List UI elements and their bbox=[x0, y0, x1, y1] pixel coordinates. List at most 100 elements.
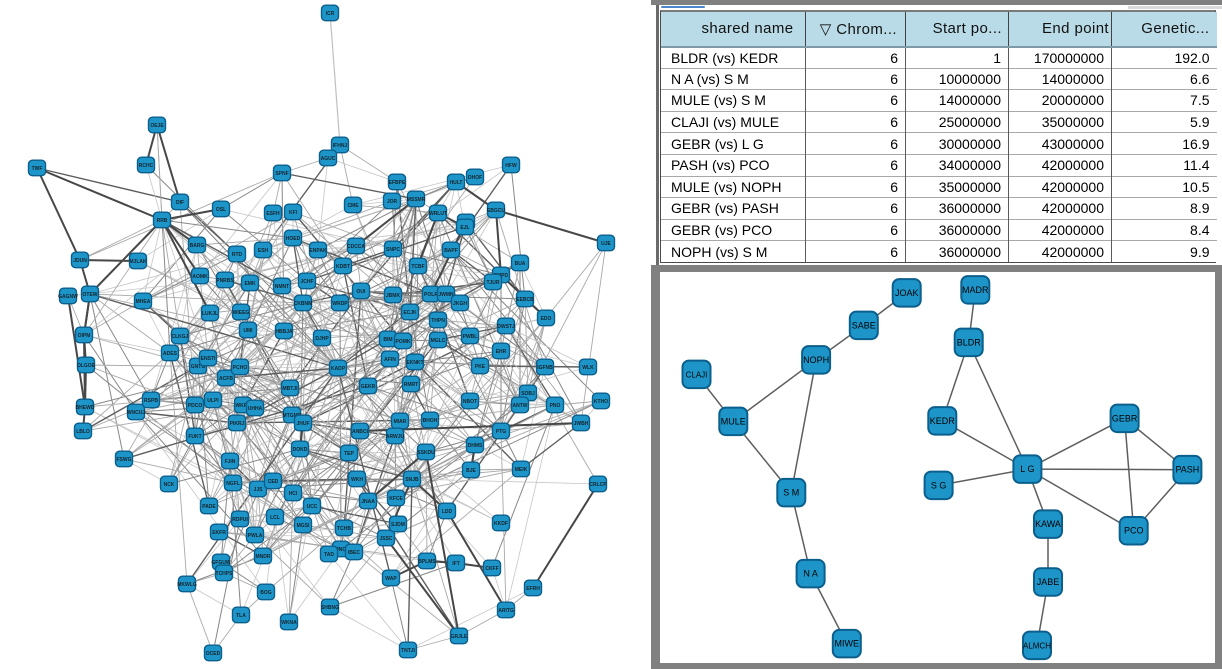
svg-text:KADP: KADP bbox=[331, 366, 346, 372]
svg-text:CKFF: CKFF bbox=[485, 566, 498, 572]
svg-text:TCHB: TCHB bbox=[337, 526, 351, 532]
svg-text:SOBJ: SOBJ bbox=[521, 391, 535, 397]
svg-text:ENSTI: ENSTI bbox=[201, 356, 216, 362]
svg-text:JOR: JOR bbox=[387, 199, 398, 205]
svg-text:MGSI: MGSI bbox=[297, 523, 310, 529]
svg-text:THPN: THPN bbox=[431, 318, 445, 324]
svg-text:LUKJL: LUKJL bbox=[202, 311, 218, 317]
svg-text:OHOF: OHOF bbox=[468, 175, 482, 181]
svg-text:BUA: BUA bbox=[515, 261, 526, 267]
svg-text:KFCE: KFCE bbox=[389, 496, 403, 502]
svg-text:JWBH: JWBH bbox=[574, 421, 589, 427]
svg-text:KAWA: KAWA bbox=[1035, 519, 1061, 529]
svg-text:IFHNJ: IFHNJ bbox=[333, 143, 348, 149]
svg-text:ECJK: ECJK bbox=[403, 310, 417, 316]
svg-text:JHUF: JHUF bbox=[296, 421, 309, 427]
svg-text:TNTJI: TNTJI bbox=[401, 648, 416, 654]
svg-text:PDCO: PDCO bbox=[188, 403, 203, 409]
svg-text:TJUR: TJUR bbox=[486, 280, 499, 286]
svg-text:SSKDU: SSKDU bbox=[417, 450, 435, 456]
svg-text:PCO: PCO bbox=[1124, 526, 1144, 536]
svg-text:KDBT: KDBT bbox=[336, 264, 350, 270]
svg-text:PNO: PNO bbox=[550, 403, 561, 409]
svg-text:IBEC: IBEC bbox=[348, 550, 360, 556]
svg-text:NGFL: NGFL bbox=[226, 481, 240, 487]
svg-text:OEJE: OEJE bbox=[150, 123, 164, 129]
svg-text:MHEA: MHEA bbox=[136, 299, 151, 305]
svg-text:WRLUT: WRLUT bbox=[429, 211, 447, 217]
svg-text:WKH: WKH bbox=[351, 477, 363, 483]
svg-text:RDPUI: RDPUI bbox=[232, 517, 248, 523]
svg-text:CED: CED bbox=[268, 479, 279, 485]
svg-text:JWMN: JWMN bbox=[438, 292, 454, 298]
svg-text:SHBNG: SHBNG bbox=[321, 605, 339, 611]
svg-text:HCI: HCI bbox=[289, 491, 298, 497]
svg-text:EKFR: EKFR bbox=[212, 530, 226, 536]
svg-text:UMI: UMI bbox=[243, 328, 253, 334]
svg-text:EMK: EMK bbox=[244, 281, 256, 287]
svg-text:GNTG: GNTG bbox=[191, 364, 206, 370]
svg-text:CDCCA: CDCCA bbox=[347, 244, 365, 250]
svg-text:DIF: DIF bbox=[176, 200, 184, 206]
svg-text:BPLMS: BPLMS bbox=[418, 559, 436, 565]
svg-text:CRLCP: CRLCP bbox=[589, 482, 607, 488]
svg-text:HOED: HOED bbox=[286, 236, 301, 242]
svg-text:ANTW: ANTW bbox=[513, 403, 528, 409]
svg-text:N A: N A bbox=[803, 569, 818, 579]
svg-text:MEIK: MEIK bbox=[515, 467, 528, 473]
svg-text:MKWLG: MKWLG bbox=[177, 582, 197, 588]
svg-text:NBOT: NBOT bbox=[463, 399, 477, 405]
svg-text:GAGNW: GAGNW bbox=[58, 294, 78, 300]
svg-text:JDUN: JDUN bbox=[73, 258, 87, 264]
svg-text:EHR: EHR bbox=[496, 349, 507, 355]
svg-text:JJS: JJS bbox=[254, 487, 264, 493]
svg-text:IGFNB: IGFNB bbox=[537, 365, 553, 371]
svg-text:CLAJI: CLAJI bbox=[686, 370, 708, 379]
svg-text:ALMCH: ALMCH bbox=[1023, 641, 1051, 650]
svg-text:WKNA: WKNA bbox=[281, 620, 297, 626]
svg-text:JOAK: JOAK bbox=[895, 288, 919, 298]
svg-text:ENPAK: ENPAK bbox=[309, 248, 327, 254]
svg-text:MSSMR: MSSMR bbox=[407, 197, 426, 203]
svg-text:OIPM: OIPM bbox=[78, 333, 91, 339]
svg-text:BAPF: BAPF bbox=[444, 248, 458, 254]
svg-text:OTEW: OTEW bbox=[83, 292, 98, 298]
svg-text:TCBF: TCBF bbox=[411, 264, 424, 270]
svg-text:PKE: PKE bbox=[475, 364, 486, 370]
svg-text:PWBL: PWBL bbox=[463, 334, 478, 340]
svg-text:AGUC: AGUC bbox=[321, 156, 336, 162]
svg-text:S G: S G bbox=[931, 480, 947, 490]
svg-text:BIM: BIM bbox=[383, 337, 392, 343]
svg-text:HBBJA: HBBJA bbox=[275, 329, 293, 335]
svg-text:SABE: SABE bbox=[852, 320, 876, 330]
svg-text:NOPH: NOPH bbox=[803, 355, 829, 365]
svg-text:LDD: LDD bbox=[442, 509, 453, 515]
svg-text:EBGCU: EBGCU bbox=[487, 208, 505, 214]
svg-text:BLDR: BLDR bbox=[957, 337, 982, 347]
svg-text:ARWJU: ARWJU bbox=[386, 434, 405, 440]
svg-text:EFBPE: EFBPE bbox=[389, 180, 406, 186]
svg-text:UHHA: UHHA bbox=[248, 406, 263, 412]
svg-text:WAP: WAP bbox=[385, 576, 397, 582]
svg-text:NMNT: NMNT bbox=[275, 284, 289, 290]
svg-text:SPNF: SPNF bbox=[275, 171, 288, 177]
svg-text:CKBNM: CKBNM bbox=[294, 301, 313, 307]
svg-text:WKRE: WKRE bbox=[235, 403, 251, 409]
svg-text:OSL: OSL bbox=[216, 207, 226, 213]
svg-text:PNRBS: PNRBS bbox=[216, 278, 234, 284]
svg-text:IFT: IFT bbox=[452, 561, 460, 567]
svg-text:PADE: PADE bbox=[202, 504, 216, 510]
svg-text:JSSC: JSSC bbox=[379, 536, 392, 542]
svg-text:RSPB: RSPB bbox=[144, 398, 158, 404]
svg-text:LCL: LCL bbox=[270, 515, 280, 521]
svg-text:CME: CME bbox=[347, 203, 359, 209]
svg-text:KFI: KFI bbox=[289, 210, 298, 216]
svg-text:MBTJI: MBTJI bbox=[283, 386, 299, 392]
svg-text:GEKR: GEKR bbox=[361, 384, 376, 390]
svg-text:WRDP: WRDP bbox=[332, 301, 348, 307]
svg-text:RTD: RTD bbox=[232, 252, 243, 258]
svg-text:KTHO: KTHO bbox=[594, 399, 608, 405]
svg-text:KEDR: KEDR bbox=[930, 416, 956, 426]
svg-text:POMK: POMK bbox=[396, 339, 411, 345]
svg-text:OCED: OCED bbox=[206, 651, 221, 657]
